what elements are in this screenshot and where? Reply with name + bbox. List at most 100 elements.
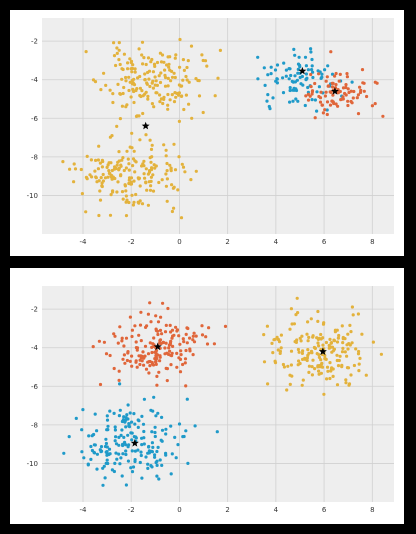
data-point	[108, 135, 112, 139]
data-point	[189, 178, 193, 182]
data-point	[91, 345, 95, 349]
data-point	[158, 354, 162, 358]
data-point	[301, 378, 305, 382]
data-point	[155, 449, 159, 454]
data-point	[161, 301, 165, 305]
data-point	[146, 94, 150, 98]
data-point	[140, 443, 144, 447]
data-point	[190, 116, 194, 120]
data-point	[177, 155, 181, 159]
data-point	[298, 336, 302, 340]
data-point	[158, 458, 162, 462]
data-point	[159, 71, 163, 75]
data-point	[128, 80, 132, 84]
data-point	[343, 350, 347, 354]
data-point	[129, 60, 133, 65]
data-point	[127, 422, 131, 426]
data-point	[275, 335, 279, 339]
data-point	[172, 206, 176, 210]
data-point	[116, 341, 120, 345]
data-point	[178, 37, 182, 42]
data-point	[154, 360, 158, 364]
data-point	[160, 53, 165, 57]
data-point	[325, 112, 329, 117]
data-point	[136, 418, 140, 422]
data-point	[310, 90, 314, 94]
data-point	[305, 356, 309, 360]
data-point	[341, 341, 345, 345]
data-point	[153, 75, 157, 79]
data-point	[163, 75, 168, 80]
data-point	[324, 90, 328, 94]
data-point	[170, 209, 174, 214]
data-point	[313, 98, 317, 102]
data-point	[340, 350, 345, 354]
data-point	[153, 453, 157, 457]
data-point	[111, 190, 115, 194]
data-point	[118, 462, 122, 466]
data-point	[120, 419, 124, 424]
data-point	[306, 92, 310, 96]
data-point	[104, 352, 109, 356]
data-point	[61, 160, 65, 164]
data-point	[117, 378, 121, 382]
cluster-gold-0	[84, 37, 222, 128]
data-point	[309, 50, 313, 54]
data-point	[356, 352, 361, 356]
data-point	[324, 79, 328, 83]
data-point	[172, 100, 177, 104]
data-point	[326, 84, 331, 88]
data-point	[349, 330, 353, 334]
data-point	[218, 48, 222, 53]
data-point	[126, 459, 130, 463]
data-point	[290, 322, 294, 326]
data-point	[270, 341, 274, 345]
data-point	[325, 377, 329, 381]
data-point	[139, 450, 143, 454]
data-point	[336, 336, 340, 340]
data-point	[117, 435, 121, 439]
data-point	[110, 168, 114, 173]
data-point	[197, 94, 202, 98]
data-point	[112, 469, 116, 474]
data-point	[296, 311, 300, 315]
data-point	[133, 324, 137, 328]
data-point	[128, 57, 132, 61]
data-point	[117, 41, 121, 45]
data-point	[81, 408, 85, 412]
top-scatter-chart: -4 -2 0 2 4 6 8 -2 -4 -6 -8 -10	[27, 18, 394, 246]
data-point	[170, 75, 175, 79]
data-point	[141, 162, 145, 166]
data-point	[133, 458, 137, 462]
data-point	[129, 67, 133, 71]
data-point	[139, 94, 143, 99]
data-point	[166, 55, 170, 59]
data-point	[271, 351, 275, 355]
data-point	[175, 329, 179, 333]
data-point	[172, 71, 176, 75]
data-point	[166, 306, 170, 311]
data-point	[286, 364, 290, 368]
data-point	[150, 81, 154, 85]
data-point	[360, 68, 365, 72]
data-point	[130, 70, 134, 74]
data-point	[153, 425, 157, 429]
data-point	[310, 373, 314, 377]
data-point	[142, 397, 146, 401]
data-point	[163, 330, 168, 334]
data-point	[146, 203, 150, 207]
data-point	[288, 382, 292, 386]
data-point	[330, 85, 335, 89]
data-point	[119, 164, 123, 168]
data-point	[154, 414, 158, 418]
data-point	[118, 382, 122, 386]
data-point	[144, 325, 148, 329]
data-point	[122, 344, 126, 348]
data-point	[279, 346, 283, 350]
data-point	[140, 89, 144, 93]
data-point	[125, 198, 129, 202]
data-point	[292, 47, 296, 52]
data-point	[300, 351, 304, 355]
data-point	[127, 168, 131, 172]
data-point	[201, 58, 205, 63]
